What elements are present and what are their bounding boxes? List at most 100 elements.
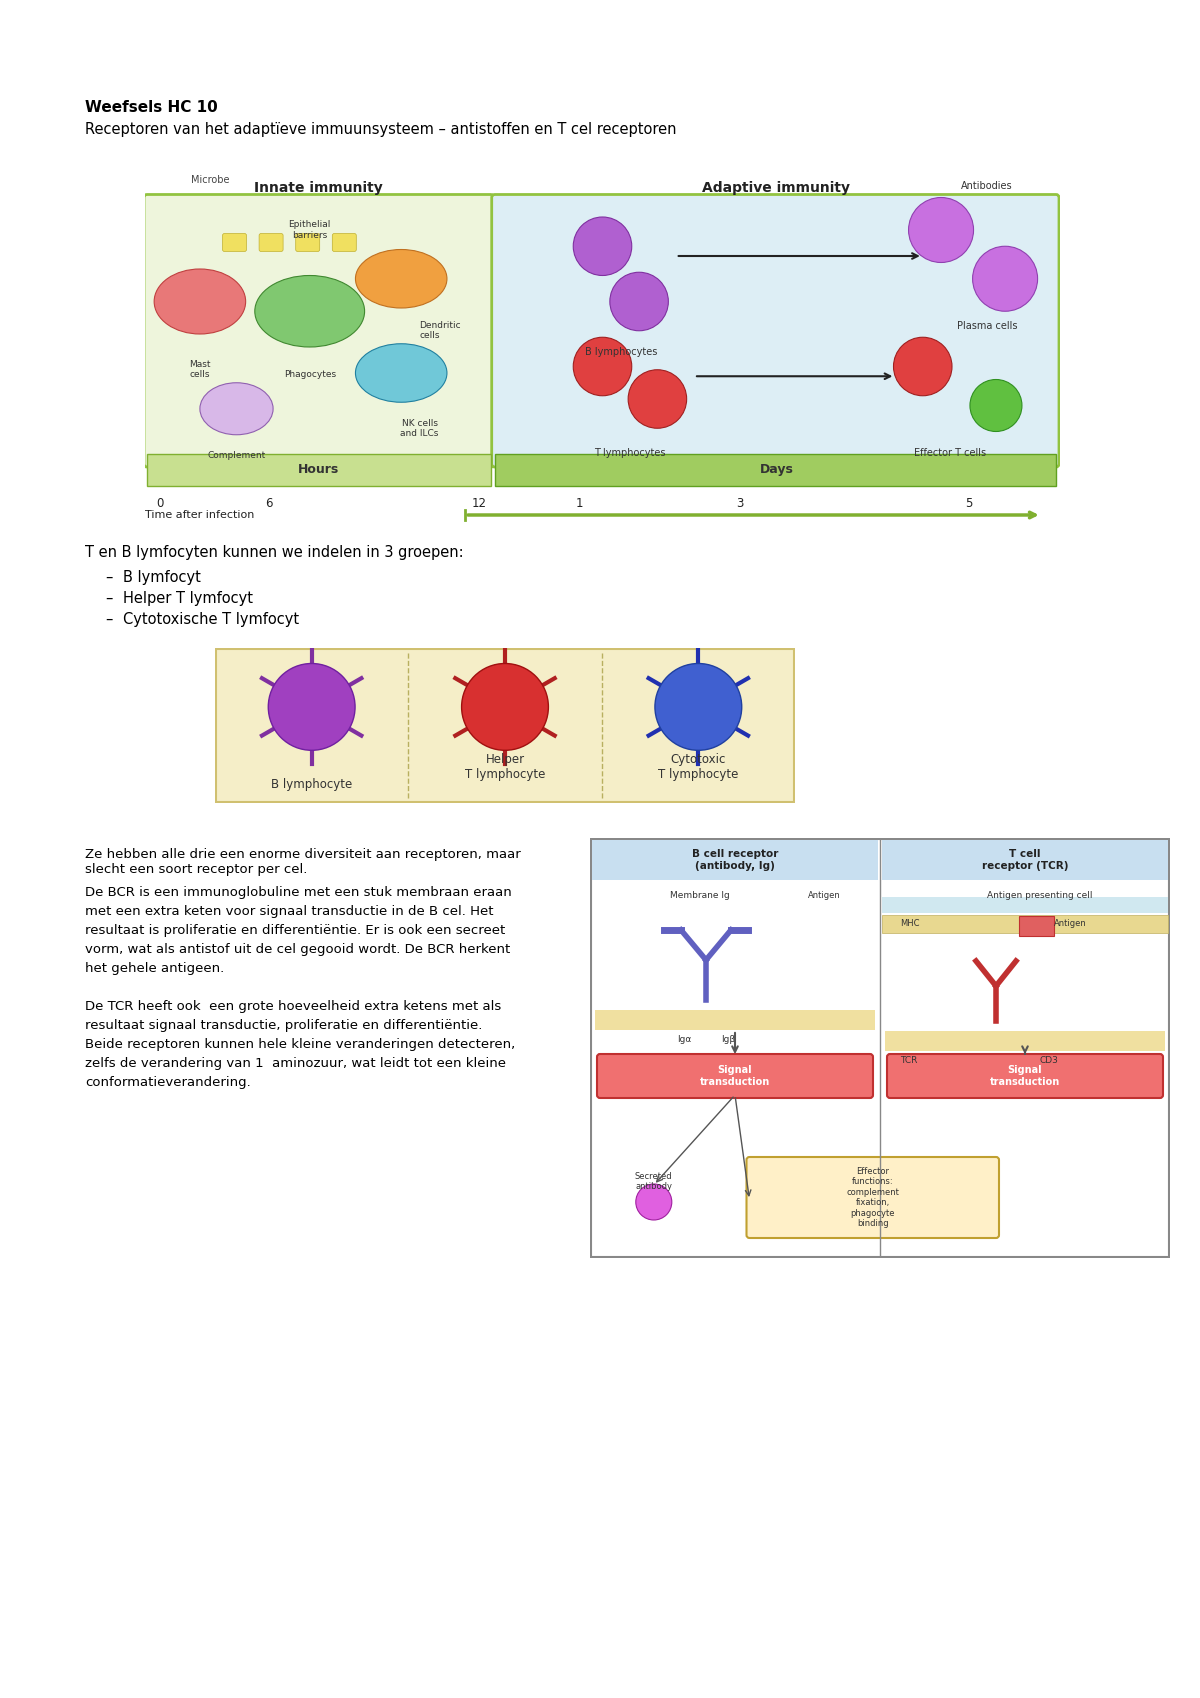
Circle shape bbox=[574, 217, 631, 275]
Bar bbox=[882, 915, 1168, 932]
FancyBboxPatch shape bbox=[746, 1156, 998, 1238]
Text: Cytotoxische T lymfocyt: Cytotoxische T lymfocyt bbox=[124, 611, 299, 627]
FancyBboxPatch shape bbox=[492, 195, 1060, 467]
Text: Helper T lymfocyt: Helper T lymfocyt bbox=[124, 591, 253, 606]
Circle shape bbox=[628, 370, 686, 428]
Text: De BCR is een immunoglobuline met een stuk membraan eraan: De BCR is een immunoglobuline met een st… bbox=[85, 886, 511, 898]
Ellipse shape bbox=[154, 268, 246, 335]
Ellipse shape bbox=[355, 250, 446, 307]
Text: Plasma cells: Plasma cells bbox=[956, 321, 1018, 331]
Circle shape bbox=[970, 379, 1022, 431]
Ellipse shape bbox=[254, 275, 365, 346]
Text: 5: 5 bbox=[965, 498, 972, 509]
Text: Helper
T lymphocyte: Helper T lymphocyte bbox=[464, 752, 545, 781]
Text: conformatieverandering.: conformatieverandering. bbox=[85, 1077, 251, 1088]
Text: Antigen: Antigen bbox=[808, 891, 840, 900]
Text: Membrane Ig: Membrane Ig bbox=[671, 891, 730, 900]
Text: Signal
transduction: Signal transduction bbox=[700, 1065, 770, 1087]
Circle shape bbox=[610, 272, 668, 331]
Text: 6: 6 bbox=[265, 498, 272, 509]
FancyBboxPatch shape bbox=[592, 839, 1169, 1257]
FancyBboxPatch shape bbox=[598, 1054, 874, 1099]
Text: B cell receptor
(antibody, Ig): B cell receptor (antibody, Ig) bbox=[692, 849, 778, 871]
Text: T en B lymfocyten kunnen we indelen in 3 groepen:: T en B lymfocyten kunnen we indelen in 3… bbox=[85, 545, 463, 560]
Text: Phagocytes: Phagocytes bbox=[283, 370, 336, 379]
FancyBboxPatch shape bbox=[216, 649, 794, 801]
Text: B lymphocytes: B lymphocytes bbox=[584, 346, 656, 357]
FancyBboxPatch shape bbox=[887, 1054, 1163, 1099]
Text: Effector T cells: Effector T cells bbox=[914, 448, 986, 458]
Bar bbox=[494, 453, 1056, 486]
Text: Secreted
antibody: Secreted antibody bbox=[635, 1172, 673, 1192]
Text: TCR: TCR bbox=[900, 1056, 917, 1065]
Text: Beide receptoren kunnen hele kleine veranderingen detecteren,: Beide receptoren kunnen hele kleine vera… bbox=[85, 1037, 515, 1051]
Text: –: – bbox=[106, 571, 113, 586]
FancyBboxPatch shape bbox=[295, 234, 319, 251]
Text: resultaat is proliferatie en differentiëntie. Er is ook een secreet: resultaat is proliferatie en differentië… bbox=[85, 924, 505, 937]
Text: –: – bbox=[106, 591, 113, 606]
Text: B lymphocyte: B lymphocyte bbox=[271, 778, 353, 791]
Circle shape bbox=[894, 338, 952, 396]
FancyBboxPatch shape bbox=[144, 195, 493, 467]
Ellipse shape bbox=[355, 343, 446, 402]
FancyBboxPatch shape bbox=[882, 841, 1168, 880]
Text: Cytotoxic
T lymphocyte: Cytotoxic T lymphocyte bbox=[658, 752, 738, 781]
FancyBboxPatch shape bbox=[332, 234, 356, 251]
Bar bbox=[900, 1056, 920, 1082]
Text: vorm, wat als antistof uit de cel gegooid wordt. De BCR herkent: vorm, wat als antistof uit de cel gegooi… bbox=[85, 942, 510, 956]
Bar bbox=[886, 1031, 1165, 1051]
Text: Epithelial
barriers: Epithelial barriers bbox=[288, 221, 331, 239]
Text: zelfs de verandering van 1  aminozuur, wat leidt tot een kleine: zelfs de verandering van 1 aminozuur, wa… bbox=[85, 1056, 506, 1070]
Text: Igβ: Igβ bbox=[721, 1036, 736, 1044]
Text: Receptoren van het adaptïeve immuunsysteem – antistoffen en T cel receptoren: Receptoren van het adaptïeve immuunsyste… bbox=[85, 122, 677, 138]
Bar bbox=[882, 897, 1168, 914]
Text: Time after infection: Time after infection bbox=[145, 509, 254, 520]
Text: Igα: Igα bbox=[677, 1036, 691, 1044]
Text: MHC: MHC bbox=[900, 920, 919, 929]
Text: Days: Days bbox=[760, 464, 793, 475]
Text: 0: 0 bbox=[156, 498, 163, 509]
Bar bbox=[1019, 915, 1055, 936]
FancyBboxPatch shape bbox=[222, 234, 246, 251]
Text: Antibodies: Antibodies bbox=[961, 182, 1013, 192]
Circle shape bbox=[636, 1184, 672, 1219]
Circle shape bbox=[269, 664, 355, 751]
Ellipse shape bbox=[200, 382, 274, 435]
Bar bbox=[148, 453, 491, 486]
Circle shape bbox=[574, 338, 631, 396]
Circle shape bbox=[655, 664, 742, 751]
Text: Hours: Hours bbox=[299, 464, 340, 475]
Text: De TCR heeft ook  een grote hoeveelheid extra ketens met als: De TCR heeft ook een grote hoeveelheid e… bbox=[85, 1000, 502, 1014]
Text: 1: 1 bbox=[576, 498, 583, 509]
Text: Mast
cells: Mast cells bbox=[190, 360, 211, 379]
Text: T cell
receptor (TCR): T cell receptor (TCR) bbox=[982, 849, 1068, 871]
Text: met een extra keten voor signaal transductie in de B cel. Het: met een extra keten voor signaal transdu… bbox=[85, 905, 493, 919]
Bar bbox=[595, 1010, 875, 1031]
Text: 12: 12 bbox=[472, 498, 486, 509]
FancyBboxPatch shape bbox=[259, 234, 283, 251]
Text: Antigen presenting cell: Antigen presenting cell bbox=[986, 891, 1092, 900]
Text: 3: 3 bbox=[736, 498, 744, 509]
Circle shape bbox=[908, 197, 973, 263]
FancyBboxPatch shape bbox=[592, 841, 878, 880]
Text: Weefsels HC 10: Weefsels HC 10 bbox=[85, 100, 217, 115]
Bar bbox=[956, 1056, 976, 1082]
Text: Adaptive immunity: Adaptive immunity bbox=[702, 180, 851, 195]
Text: Microbe: Microbe bbox=[191, 175, 229, 185]
Text: CD3: CD3 bbox=[1039, 1056, 1058, 1065]
Text: –: – bbox=[106, 611, 113, 627]
Text: Antigen: Antigen bbox=[1054, 920, 1087, 929]
Text: B lymfocyt: B lymfocyt bbox=[124, 571, 200, 586]
Text: Dendritic
cells: Dendritic cells bbox=[420, 321, 461, 340]
Bar bbox=[928, 1056, 948, 1082]
Text: T lymphocytes: T lymphocytes bbox=[594, 448, 666, 458]
Text: resultaat signaal transductie, proliferatie en differentiëntie.: resultaat signaal transductie, prolifera… bbox=[85, 1019, 482, 1032]
Text: NK cells
and ILCs: NK cells and ILCs bbox=[401, 418, 439, 438]
Text: Complement: Complement bbox=[208, 452, 265, 460]
Circle shape bbox=[972, 246, 1038, 311]
Text: Ze hebben alle drie een enorme diversiteit aan receptoren, maar
slecht een soort: Ze hebben alle drie een enorme diversite… bbox=[85, 847, 521, 876]
Circle shape bbox=[462, 664, 548, 751]
Text: Effector
functions:
complement
fixation,
phagocyte
binding: Effector functions: complement fixation,… bbox=[846, 1167, 899, 1228]
Text: Signal
transduction: Signal transduction bbox=[990, 1065, 1060, 1087]
Text: Innate immunity: Innate immunity bbox=[254, 180, 383, 195]
